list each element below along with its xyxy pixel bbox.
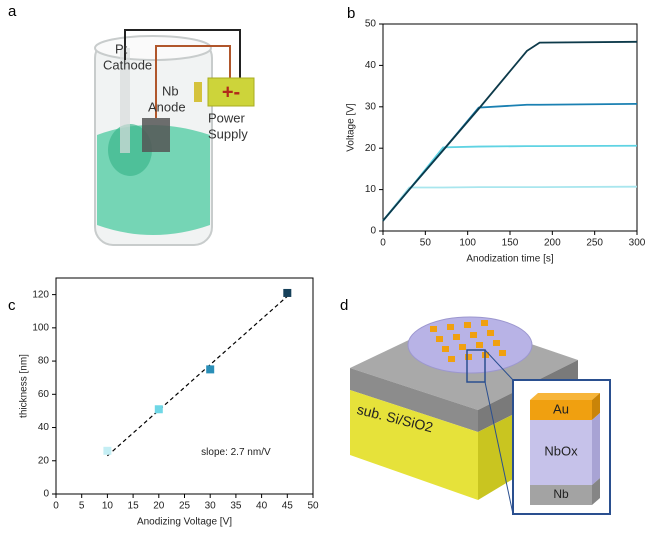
y-tick-label: 30 (365, 101, 377, 112)
x-tick-label: 0 (53, 501, 59, 512)
panel-label: d (340, 297, 348, 314)
y-tick-label: 10 (365, 184, 377, 195)
label: Anode (148, 99, 186, 114)
label: Supply (208, 126, 248, 141)
annotation: slope: 2.7 nm/V (201, 447, 271, 458)
y-tick-label: 40 (365, 60, 377, 71)
line-series (382, 103, 638, 222)
layer-label: Au (553, 401, 569, 416)
x-tick-label: 50 (420, 238, 432, 249)
point (103, 446, 112, 455)
fit-line (107, 295, 288, 457)
y-tick-label: 20 (365, 143, 377, 154)
label: Pt (115, 41, 128, 56)
supply-sign: +- (222, 81, 240, 103)
label: Cathode (103, 57, 152, 72)
x-tick-label: 0 (380, 238, 386, 249)
x-tick-label: 100 (459, 238, 476, 249)
x-tick-label: 5 (79, 501, 85, 512)
x-tick-label: 200 (544, 238, 561, 249)
panel-label: c (8, 297, 16, 314)
label: Nb (162, 83, 179, 98)
x-axis-label: Anodizing Voltage [V] (137, 517, 232, 528)
label: Power (208, 110, 246, 125)
y-tick-label: 120 (32, 289, 49, 300)
panel-label: b (347, 5, 355, 22)
x-tick-label: 15 (128, 501, 140, 512)
x-tick-label: 50 (307, 501, 319, 512)
y-tick-label: 60 (38, 389, 50, 400)
line-series (382, 185, 638, 222)
y-tick-label: 80 (38, 356, 50, 367)
x-tick-label: 20 (153, 501, 165, 512)
y-axis-label: thickness [nm] (19, 354, 30, 418)
y-tick-label: 0 (370, 226, 376, 237)
point (154, 405, 163, 414)
panel-label: a (8, 3, 17, 20)
y-tick-label: 100 (32, 322, 49, 333)
line-series (382, 144, 638, 222)
x-tick-label: 35 (230, 501, 242, 512)
x-tick-label: 45 (282, 501, 294, 512)
x-tick-label: 40 (256, 501, 268, 512)
plot-frame (382, 23, 638, 232)
point (283, 288, 292, 297)
beaker-illustration (94, 29, 255, 246)
x-tick-label: 30 (205, 501, 217, 512)
y-tick-label: 40 (38, 422, 50, 433)
x-tick-label: 25 (179, 501, 191, 512)
x-tick-label: 300 (629, 238, 646, 249)
y-axis-label: Voltage [V] (346, 103, 357, 152)
layer-label: Nb (553, 487, 569, 501)
x-tick-label: 10 (102, 501, 114, 512)
x-tick-label: 250 (586, 238, 603, 249)
point (206, 365, 215, 374)
y-tick-label: 20 (38, 455, 50, 466)
line-series (382, 40, 638, 222)
plot-frame (55, 277, 314, 495)
device-illustration (350, 316, 611, 515)
x-axis-label: Anodization time [s] (466, 254, 553, 265)
layer-label: NbOx (544, 443, 578, 458)
y-tick-label: 0 (43, 489, 49, 500)
y-tick-label: 50 (365, 19, 377, 30)
x-tick-label: 150 (502, 238, 519, 249)
